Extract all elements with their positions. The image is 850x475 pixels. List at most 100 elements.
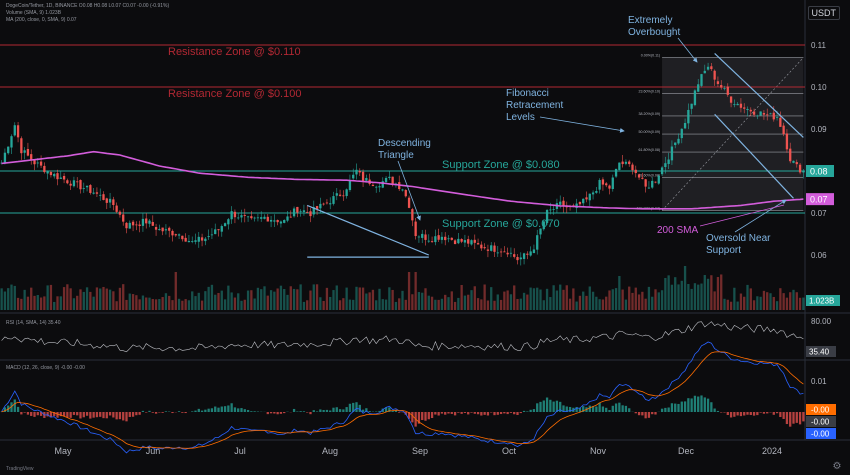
volume-bar xyxy=(82,291,85,310)
macd-histogram-bar xyxy=(496,412,499,415)
candle-body xyxy=(664,163,667,168)
macd-tag xyxy=(806,416,836,427)
volume-bar xyxy=(605,296,608,310)
volume-bar xyxy=(381,299,384,310)
volume-bar xyxy=(749,288,752,310)
macd-histogram-bar xyxy=(204,409,207,412)
volume-bar xyxy=(647,286,651,310)
sma200-label: 200 SMA xyxy=(657,225,698,236)
volume-bar xyxy=(299,284,302,310)
macd-histogram-bar xyxy=(483,412,486,415)
volume-bar xyxy=(23,289,26,310)
macd-histogram-bar xyxy=(361,409,365,412)
candle-body xyxy=(473,239,476,243)
macd-histogram-bar xyxy=(49,412,53,418)
macd-histogram-bar xyxy=(177,411,181,412)
volume-bar xyxy=(161,297,164,310)
macd-histogram-bar xyxy=(76,412,79,416)
candle-body xyxy=(598,180,601,190)
candle-body xyxy=(490,245,493,251)
macd-histogram-bar xyxy=(381,408,384,412)
macd-histogram-bar xyxy=(200,410,204,412)
candle-body xyxy=(404,189,407,197)
candle-body xyxy=(214,229,217,235)
candle-body xyxy=(562,200,565,207)
candle-body xyxy=(16,125,20,138)
macd-histogram-bar xyxy=(713,408,716,412)
volume-bar xyxy=(230,292,233,310)
volume-bar xyxy=(654,289,657,310)
volume-bar xyxy=(690,288,693,310)
volume-bar xyxy=(680,280,683,310)
macd-histogram-bar xyxy=(269,412,273,414)
candle-body xyxy=(565,206,568,208)
volume-bar xyxy=(214,294,217,310)
volume-bar xyxy=(657,292,660,310)
macd-histogram-bar xyxy=(536,403,539,412)
candle-body xyxy=(437,235,440,240)
macd-histogram-bar xyxy=(335,407,338,412)
rsi-top-label: 80.00 xyxy=(811,317,832,326)
candle-body xyxy=(302,210,306,213)
macd-histogram-bar xyxy=(191,411,194,412)
candle-body xyxy=(536,235,539,250)
macd-histogram-bar xyxy=(519,412,522,414)
candle-body xyxy=(720,85,723,88)
time-tick-label: Oct xyxy=(502,446,517,456)
currency-label[interactable]: USDT xyxy=(807,6,840,20)
candle-body xyxy=(319,203,322,209)
time-tick-label: Aug xyxy=(322,446,338,456)
candle-body xyxy=(621,161,624,165)
volume-bar xyxy=(726,299,729,310)
candle-body xyxy=(483,247,486,249)
macd-histogram-bar xyxy=(99,412,102,417)
overbought-arrow xyxy=(677,37,698,63)
volume-bar xyxy=(59,296,62,310)
volume-bar xyxy=(779,288,782,310)
macd-histogram-bar xyxy=(601,406,605,412)
candle-body xyxy=(509,252,513,254)
candle-body xyxy=(246,216,250,218)
candle-body xyxy=(39,161,43,166)
support-070-label: Support Zone @ $0.070 xyxy=(442,218,560,230)
volume-bar xyxy=(664,277,667,310)
candle-body xyxy=(233,211,237,218)
sma-price-value: 0.07 xyxy=(810,195,828,205)
time-tick-label: 2024 xyxy=(762,446,782,456)
candle-body xyxy=(503,251,506,253)
candle-body xyxy=(99,194,102,196)
volume-bar xyxy=(752,300,756,310)
volume-bar xyxy=(562,289,565,310)
candle-body xyxy=(95,192,99,194)
macd-histogram-bar xyxy=(214,406,217,412)
macd-histogram-bar xyxy=(164,411,168,412)
macd-histogram-bar xyxy=(575,406,578,412)
candle-body xyxy=(158,229,161,231)
macd-histogram-bar xyxy=(690,398,693,412)
macd-histogram-bar xyxy=(411,412,414,423)
volume-bar xyxy=(355,286,358,310)
volume-bar xyxy=(618,276,621,310)
candle-body xyxy=(789,148,792,162)
price-tick-label: 0.07 xyxy=(811,209,827,218)
candle-body xyxy=(601,179,605,185)
candle-body xyxy=(256,217,260,219)
candle-body xyxy=(427,240,430,242)
macd-histogram-bar xyxy=(447,412,450,414)
candle-body xyxy=(105,198,108,203)
volume-bar xyxy=(89,291,92,310)
gear-icon[interactable]: ⚙ xyxy=(832,461,842,472)
volume-bar xyxy=(473,286,476,310)
candle-body xyxy=(467,239,470,244)
macd-histogram-bar xyxy=(302,411,306,412)
volume-bar xyxy=(92,296,95,310)
volume-bar xyxy=(674,277,677,310)
candle-body xyxy=(779,117,782,127)
volume-bar xyxy=(651,296,654,310)
volume-bar xyxy=(131,294,135,310)
candle-body xyxy=(36,162,39,164)
candle-body xyxy=(680,128,683,139)
candle-body xyxy=(299,210,302,212)
macd-histogram-bar xyxy=(460,412,463,414)
